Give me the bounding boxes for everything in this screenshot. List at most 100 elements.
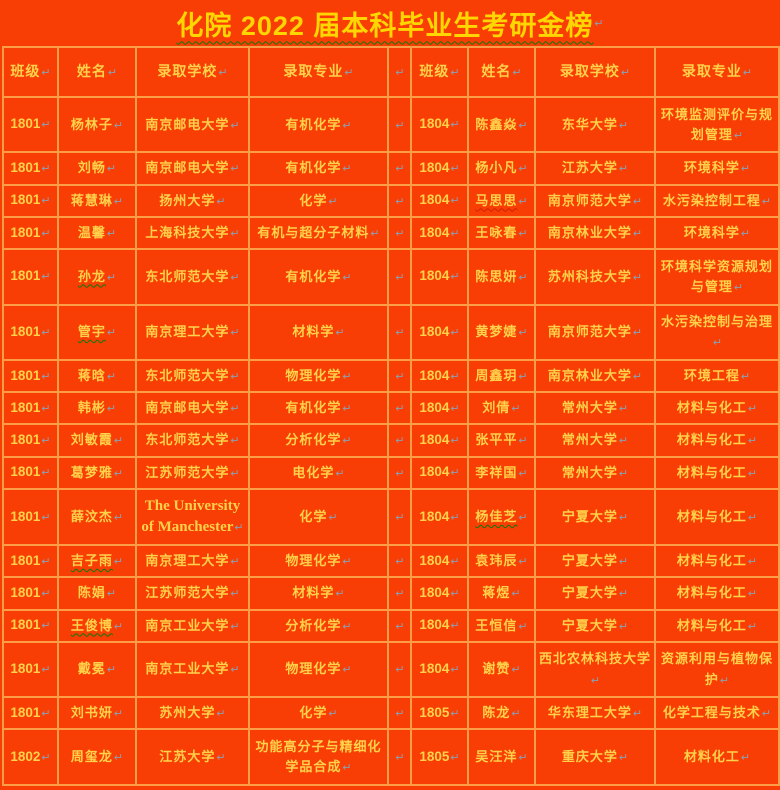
class-cell-right: 1805↵: [410, 728, 469, 786]
major-cell-left: 材料学↵: [248, 303, 389, 361]
school-cell-left: 上海科技大学↵: [135, 215, 250, 251]
name-cell-right-text: 陈龙: [482, 705, 511, 721]
class-cell-left-text: 1801: [10, 116, 41, 132]
school-cell-right-text: 南京林业大学: [547, 224, 632, 240]
class-cell-right-text: 1804: [419, 160, 450, 176]
school-cell-left: 江苏大学↵: [135, 728, 250, 786]
class-cell-left-text: 1801: [10, 268, 41, 284]
paragraph-mark-icon: ↵: [395, 556, 405, 569]
paragraph-mark-icon: ↵: [113, 556, 124, 569]
paragraph-mark-icon: ↵: [230, 664, 240, 677]
name-cell-right-text: 王恒信: [475, 617, 518, 633]
paragraph-mark-icon: ↵: [230, 327, 240, 340]
name-cell-right-text: 谢赞: [482, 661, 511, 677]
major-cell-right-text: 环境科学: [683, 160, 740, 176]
paragraph-mark-icon: ↵: [41, 271, 51, 284]
header-cell-right-0: 班级↵: [410, 46, 469, 98]
name-cell-left-text: 蒋晗: [77, 367, 106, 383]
table-row: 1802↵ 周玺龙↵ 江苏大学↵ 功能高分子与精细化学品合成↵ ↵ 1805↵ 吴汪洋↵ 重庆…: [2, 728, 780, 786]
name-cell-left: 韩彬↵: [57, 391, 137, 426]
paragraph-mark-icon: ↵: [518, 467, 528, 480]
paragraph-mark-icon: ↵: [518, 620, 528, 633]
major-cell-right: 材料与化工↵: [654, 455, 780, 490]
paragraph-mark-icon: ↵: [395, 620, 405, 633]
paragraph-mark-icon: ↵: [342, 435, 352, 448]
paragraph-mark-icon: ↵: [450, 163, 460, 176]
paragraph-mark-icon: ↵: [41, 751, 51, 764]
major-cell-left-text: 物理化学: [285, 367, 342, 383]
major-cell-left: 有机化学↵: [248, 391, 389, 426]
name-cell-right: 黄梦婕↵: [467, 303, 536, 361]
major-cell-left: 有机与超分子材料↵: [248, 215, 389, 251]
school-cell-left-text: 南京工业大学: [145, 661, 230, 677]
major-cell-right-text: 化学工程与技术: [662, 705, 761, 721]
school-cell-left-text: 东北师范大学: [145, 268, 230, 284]
school-cell-right-text: 常州大学: [561, 400, 618, 416]
paragraph-mark-icon: ↵: [618, 467, 629, 480]
major-cell-left-text: 分析化学: [285, 617, 342, 633]
name-cell-right: 马思思↵: [467, 183, 536, 218]
major-cell-left: 物理化学↵: [248, 358, 389, 394]
school-cell-right-text: 常州大学: [561, 432, 618, 448]
major-cell-right: 水污染控制工程↵: [654, 183, 780, 218]
school-cell-right: 宁夏大学↵: [534, 576, 656, 611]
paragraph-mark-icon: ↵: [719, 674, 730, 687]
paragraph-mark-icon: ↵: [395, 227, 405, 240]
paragraph-mark-icon: ↵: [632, 370, 643, 383]
name-cell-right-text: 杨小凡: [475, 160, 518, 176]
paragraph-mark-icon: ↵: [230, 467, 240, 480]
school-cell-left-text: 南京工业大学: [145, 617, 230, 633]
major-cell-left-text: 化学: [299, 705, 328, 721]
school-cell-right-text: 常州大学: [561, 464, 618, 480]
school-cell-right-text: 华东理工大学: [547, 705, 632, 721]
name-cell-right: 刘倩↵: [467, 391, 536, 426]
gap-cell: ↵: [387, 608, 412, 643]
paragraph-mark-icon: ↵: [230, 620, 240, 633]
paragraph-mark-icon: ↵: [342, 370, 352, 383]
school-cell-left: 江苏师范大学↵: [135, 576, 250, 611]
paragraph-mark-icon: ↵: [342, 271, 352, 284]
paragraph-mark-icon: ↵: [218, 67, 228, 80]
paragraph-mark-icon: ↵: [107, 67, 118, 80]
name-cell-left: 刘书妍↵: [57, 696, 137, 731]
class-cell-left: 1801↵: [2, 608, 59, 643]
school-cell-left: 南京邮电大学↵: [135, 95, 250, 154]
paragraph-mark-icon: ↵: [618, 588, 629, 601]
school-cell-left-text: 南京邮电大学: [145, 116, 230, 132]
paragraph-mark-icon: ↵: [113, 752, 124, 765]
class-cell-left: 1801↵: [2, 151, 59, 186]
major-cell-right-text: 环境监测评价与规划管理: [660, 106, 773, 142]
header-cell-left-3-text: 录取专业: [283, 63, 344, 80]
class-cell-left-text: 1802: [10, 748, 41, 764]
school-cell-left-text: 江苏师范大学: [145, 585, 230, 601]
class-cell-right: 1804↵: [410, 248, 469, 306]
paragraph-mark-icon: ↵: [344, 67, 354, 80]
school-cell-right: 东华大学↵: [534, 95, 656, 154]
paragraph-mark-icon: ↵: [328, 708, 338, 721]
name-cell-left: 管宇↵: [57, 303, 137, 361]
paragraph-mark-icon: ↵: [618, 556, 629, 569]
name-cell-right-text: 张平平: [475, 432, 518, 448]
paragraph-mark-icon: ↵: [450, 751, 460, 764]
name-cell-left-text: 葛梦雅: [70, 464, 113, 480]
class-cell-left-text: 1801: [10, 432, 41, 448]
name-cell-right: 周鑫玥↵: [467, 358, 536, 394]
paragraph-mark-icon: ↵: [632, 271, 643, 284]
name-cell-left: 王俊博↵: [57, 608, 137, 643]
header-cell-left-3: 录取专业↵: [248, 46, 389, 98]
name-cell-right-text: 陈鑫焱: [475, 116, 518, 132]
name-cell-left: 周玺龙↵: [57, 728, 137, 786]
gap-cell: ↵: [387, 46, 412, 98]
header-cell-right-2: 录取学校↵: [534, 46, 656, 98]
paragraph-mark-icon: ↵: [41, 119, 51, 132]
class-cell-right-text: 1804: [419, 323, 450, 339]
table-row: 1801↵ 蒋慧琳↵ 扬州大学↵ 化学↵ ↵ 1804↵ 马思思↵ 南京师范大学↵ 水污染控制工…: [2, 183, 780, 218]
major-cell-right: 环境科学资源规划与管理↵: [654, 248, 780, 306]
table-row: 1801↵ 蒋晗↵ 东北师范大学↵ 物理化学↵ ↵ 1804↵ 周鑫玥↵ 南京林业大学↵ 环境工…: [2, 358, 780, 394]
school-cell-left-text: 东北师范大学: [145, 432, 230, 448]
name-cell-right: 吴汪洋↵: [467, 728, 536, 786]
paragraph-mark-icon: ↵: [450, 707, 460, 720]
name-cell-left-text: 吉子雨: [70, 553, 113, 569]
paragraph-mark-icon: ↵: [450, 511, 460, 524]
paragraph-mark-icon: ↵: [342, 664, 352, 677]
